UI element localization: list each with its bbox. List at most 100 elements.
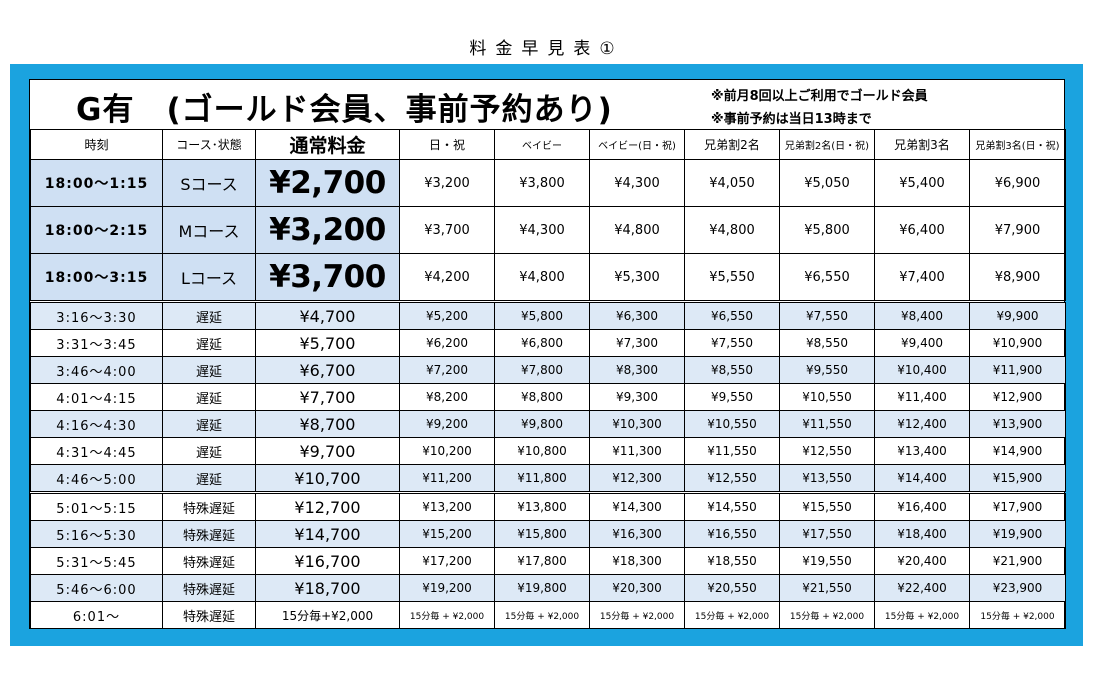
price-cell: ¥8,900	[969, 253, 1066, 302]
table-row: 3:31〜3:45 遅延 ¥5,700 ¥6,200 ¥6,800 ¥7,300 ¥7,55…	[30, 329, 1066, 357]
table-row: 5:01〜5:15 特殊遅延 ¥12,700 ¥13,200 ¥13,800 ¥14,30…	[30, 491, 1066, 521]
price-cell: ¥13,800	[494, 491, 590, 521]
sheet-header: G有 (ゴールド会員、事前予約あり) ※前月8回以上ご利用でゴールド会員 ※事前…	[30, 80, 1064, 130]
price-cell: ¥8,800	[494, 383, 590, 411]
time-cell: 18:00〜1:15	[30, 159, 163, 207]
price-cell: ¥19,900	[969, 520, 1066, 548]
price-table: 時刻 コース･状態 通常料金 日・祝 ベイビー ベイビー(日・祝) 兄弟割2名 …	[30, 129, 1066, 629]
price-cell: 15分毎 + ¥2,000	[494, 601, 590, 629]
price-cell: ¥6,300	[589, 300, 685, 330]
price-cell: ¥9,800	[494, 410, 590, 438]
price-cell: ¥3,200	[399, 159, 495, 207]
price-cell: ¥12,550	[684, 464, 780, 493]
reservation-note: ※事前予約は当日13時まで	[711, 112, 872, 127]
time-cell: 3:46〜4:00	[30, 356, 163, 384]
table-row: 18:00〜2:15 Mコース ¥3,200 ¥3,700 ¥4,300 ¥4,800 ¥4…	[30, 206, 1066, 254]
price-cell: ¥15,200	[399, 520, 495, 548]
price-cell: 15分毎 + ¥2,000	[779, 601, 875, 629]
price-cell: ¥10,550	[779, 383, 875, 411]
price-cell: ¥6,550	[684, 300, 780, 330]
table-row: 18:00〜1:15 Sコース ¥2,700 ¥3,200 ¥3,800 ¥4,300 ¥4…	[30, 159, 1066, 207]
price-cell: ¥19,800	[494, 574, 590, 602]
table-row: 4:46〜5:00 遅延 ¥10,700 ¥11,200 ¥11,800 ¥12,300 ¥…	[30, 464, 1066, 493]
price-cell: 15分毎 + ¥2,000	[684, 601, 780, 629]
price-cell: ¥10,900	[969, 329, 1066, 357]
price-cell: ¥8,300	[589, 356, 685, 384]
normal-price-cell: 15分毎+¥2,000	[255, 601, 400, 629]
price-cell: ¥5,200	[399, 300, 495, 330]
price-cell: ¥8,400	[874, 300, 970, 330]
price-cell: ¥11,800	[494, 464, 590, 493]
price-cell: ¥11,400	[874, 383, 970, 411]
column-header-sibling2-holiday: 兄弟割2名(日・祝)	[779, 129, 875, 160]
normal-price-cell: ¥5,700	[255, 329, 400, 357]
price-cell: ¥22,400	[874, 574, 970, 602]
time-cell: 18:00〜3:15	[30, 253, 163, 302]
price-cell: ¥19,550	[779, 547, 875, 575]
price-cell: ¥17,550	[779, 520, 875, 548]
price-cell: ¥10,800	[494, 437, 590, 465]
price-cell: ¥19,200	[399, 574, 495, 602]
time-cell: 3:31〜3:45	[30, 329, 163, 357]
price-cell: ¥13,550	[779, 464, 875, 493]
price-cell: ¥5,550	[684, 253, 780, 302]
price-cell: ¥12,900	[969, 383, 1066, 411]
price-cell: ¥15,800	[494, 520, 590, 548]
course-cell: 遅延	[162, 410, 256, 438]
price-cell: ¥18,300	[589, 547, 685, 575]
price-cell: ¥17,800	[494, 547, 590, 575]
time-cell: 5:01〜5:15	[30, 491, 163, 521]
price-cell: ¥9,200	[399, 410, 495, 438]
time-cell: 5:31〜5:45	[30, 547, 163, 575]
course-cell: 遅延	[162, 437, 256, 465]
price-cell: ¥8,200	[399, 383, 495, 411]
price-cell: ¥7,200	[399, 356, 495, 384]
price-cell: ¥7,550	[779, 300, 875, 330]
course-cell: 遅延	[162, 329, 256, 357]
price-cell: ¥4,050	[684, 159, 780, 207]
price-cell: ¥5,050	[779, 159, 875, 207]
normal-price-cell: ¥9,700	[255, 437, 400, 465]
column-header-time: 時刻	[30, 129, 163, 160]
price-cell: ¥15,900	[969, 464, 1066, 493]
table-row: 5:31〜5:45 特殊遅延 ¥16,700 ¥17,200 ¥17,800 ¥18,30…	[30, 547, 1066, 575]
page-title: 料金早見表①	[469, 39, 624, 59]
price-cell: ¥17,200	[399, 547, 495, 575]
price-cell: ¥14,400	[874, 464, 970, 493]
price-cell: ¥5,800	[779, 206, 875, 254]
price-cell: ¥13,400	[874, 437, 970, 465]
price-cell: ¥11,200	[399, 464, 495, 493]
column-header-baby: ベイビー	[494, 129, 590, 160]
price-cell: ¥14,900	[969, 437, 1066, 465]
time-cell: 5:46〜6:00	[30, 574, 163, 602]
course-cell: 遅延	[162, 464, 256, 493]
normal-price-cell: ¥7,700	[255, 383, 400, 411]
time-cell: 3:16〜3:30	[30, 300, 163, 330]
course-cell: 特殊遅延	[162, 491, 256, 521]
time-cell: 4:16〜4:30	[30, 410, 163, 438]
time-cell: 18:00〜2:15	[30, 206, 163, 254]
price-cell: ¥14,300	[589, 491, 685, 521]
column-header-holiday: 日・祝	[399, 129, 495, 160]
normal-price-cell: ¥6,700	[255, 356, 400, 384]
price-cell: ¥16,400	[874, 491, 970, 521]
price-cell: ¥12,550	[779, 437, 875, 465]
normal-price-cell: ¥18,700	[255, 574, 400, 602]
course-cell: Mコース	[162, 206, 256, 254]
price-cell: 15分毎 + ¥2,000	[399, 601, 495, 629]
table-row: 18:00〜3:15 Lコース ¥3,700 ¥4,200 ¥4,800 ¥5,300 ¥5…	[30, 253, 1066, 302]
table-row: 6:01〜 特殊遅延 15分毎+¥2,000 15分毎 + ¥2,000 15分毎 + …	[30, 601, 1066, 629]
price-cell: 15分毎 + ¥2,000	[969, 601, 1066, 629]
price-cell: ¥10,550	[684, 410, 780, 438]
normal-price-cell: ¥14,700	[255, 520, 400, 548]
column-header-sibling2: 兄弟割2名	[684, 129, 780, 160]
price-cell: ¥9,400	[874, 329, 970, 357]
price-cell: ¥14,550	[684, 491, 780, 521]
price-cell: ¥18,550	[684, 547, 780, 575]
price-cell: ¥6,800	[494, 329, 590, 357]
price-cell: ¥4,800	[589, 206, 685, 254]
course-cell: 特殊遅延	[162, 520, 256, 548]
price-cell: ¥20,300	[589, 574, 685, 602]
normal-price-cell: ¥10,700	[255, 464, 400, 493]
price-cell: ¥11,300	[589, 437, 685, 465]
